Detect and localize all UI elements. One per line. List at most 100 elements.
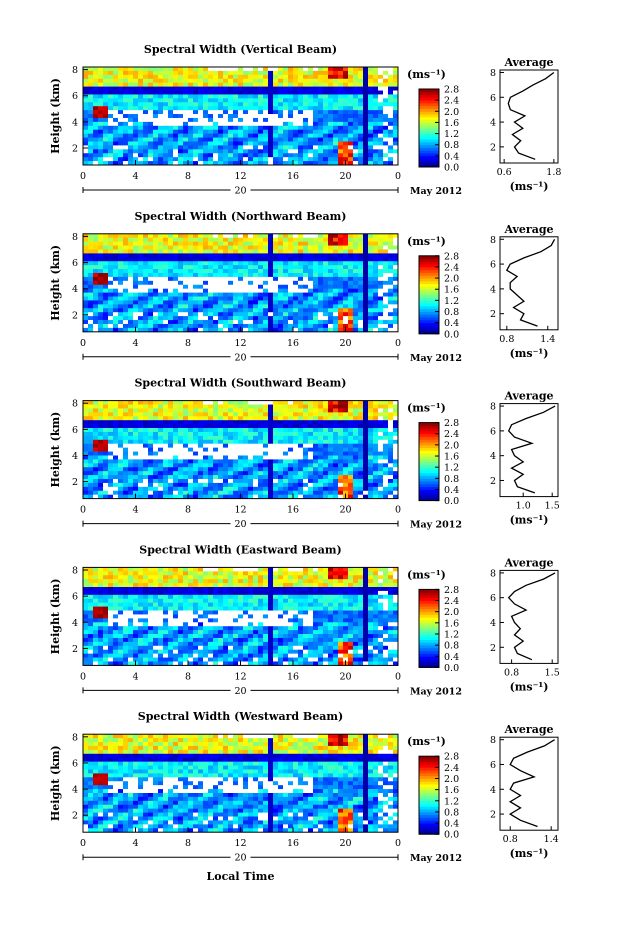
heatmap-cell — [98, 276, 104, 282]
heatmap-cell — [338, 67, 344, 72]
heatmap-cell — [168, 125, 174, 131]
heatmap-cell — [323, 471, 329, 476]
colorbar-segment — [419, 102, 439, 107]
heatmap-cell — [243, 237, 249, 242]
heatmap-cell — [218, 320, 224, 325]
heatmap-cell — [298, 284, 304, 290]
heatmap-cell — [168, 241, 174, 246]
heatmap-cell — [163, 400, 169, 405]
heatmap-cell — [258, 404, 264, 409]
heatmap-cell — [203, 316, 209, 321]
heatmap-cell — [83, 74, 89, 80]
heatmap-cell — [258, 149, 264, 154]
heatmap-cell — [253, 149, 259, 154]
heatmap-cell — [263, 416, 269, 421]
heatmap-cell — [143, 145, 149, 150]
heatmap-cell — [223, 237, 229, 242]
heatmap-cell — [173, 102, 179, 107]
heatmap-cell — [278, 439, 284, 445]
heatmap-cell — [228, 400, 234, 405]
heatmap-cell — [368, 292, 374, 297]
heatmap-cell — [153, 82, 159, 87]
heatmap-cell — [213, 304, 219, 309]
heatmap-cell — [253, 133, 259, 138]
heatmap-cell — [168, 253, 174, 258]
heatmap-cell — [298, 114, 304, 119]
heatmap-cell — [123, 276, 129, 282]
heatmap-cell — [328, 280, 334, 286]
heatmap-cell — [368, 269, 374, 274]
heatmap-cell — [228, 269, 234, 274]
heatmap-cell — [348, 490, 354, 496]
heatmap-cell — [348, 265, 354, 270]
heatmap-cell — [178, 149, 184, 154]
heatmap-cell — [378, 233, 384, 239]
heatmap-cell — [93, 486, 99, 492]
heatmap-cell — [328, 78, 334, 84]
heatmap-cell — [93, 435, 99, 441]
heatmap-cell — [123, 117, 129, 123]
heatmap-cell — [248, 424, 254, 429]
heatmap-cell — [358, 74, 364, 80]
heatmap-cell — [208, 490, 214, 496]
heatmap-cell — [203, 292, 209, 297]
heatmap-cell — [203, 153, 209, 158]
heatmap-cell — [178, 463, 184, 468]
heatmap-cell — [153, 67, 159, 72]
heatmap-cell — [283, 98, 289, 103]
heatmap-cell — [158, 327, 164, 333]
heatmap-cell — [143, 304, 149, 309]
heatmap-cell — [98, 253, 104, 258]
date-label: May 2012 — [410, 520, 462, 531]
heatmap-cell — [178, 82, 184, 87]
heatmap-cell — [113, 137, 119, 142]
heatmap-cell — [378, 459, 384, 464]
heatmap-cell — [168, 133, 174, 138]
heatmap-cell — [253, 451, 259, 456]
heatmap-cell — [173, 125, 179, 131]
heatmap-cell — [268, 133, 274, 138]
heatmap-cell — [238, 82, 244, 87]
heatmap-cell — [83, 420, 89, 425]
heatmap-cell — [378, 261, 384, 266]
heatmap-cell — [238, 257, 244, 262]
heatmap-cell — [368, 161, 374, 166]
heatmap-cell — [288, 137, 294, 142]
heatmap-cell — [138, 323, 144, 329]
heatmap-cell — [88, 420, 94, 425]
heatmap-cell — [373, 447, 379, 452]
heatmap-cell — [118, 479, 124, 484]
heatmap-cell — [173, 98, 179, 103]
heatmap-cell — [133, 320, 139, 325]
heatmap-cell — [233, 494, 239, 499]
heatmap-cell — [93, 320, 99, 325]
heatmap-cell — [273, 86, 279, 91]
heatmap-cell — [278, 431, 284, 437]
heatmap-cell — [238, 320, 244, 325]
heatmap-cell — [238, 90, 244, 95]
heatmap-cell — [358, 98, 364, 103]
heatmap-cell — [253, 70, 259, 76]
heatmap-cell — [378, 447, 384, 452]
heatmap-cell — [268, 463, 274, 468]
heatmap-cell — [248, 300, 254, 305]
heatmap-cell — [118, 153, 124, 158]
heatmap-cell — [93, 296, 99, 301]
heatmap-cell — [373, 284, 379, 290]
heatmap-cell — [333, 304, 339, 309]
heatmap-cell — [323, 157, 329, 162]
heatmap-cell — [328, 102, 334, 107]
heatmap-cell — [343, 117, 349, 123]
heatmap-cell — [118, 320, 124, 325]
heatmap-cell — [228, 86, 234, 91]
heatmap-cell — [88, 416, 94, 421]
heatmap-cell — [223, 404, 229, 409]
heatmap-cell — [328, 241, 334, 246]
heatmap-cell — [353, 94, 359, 99]
heatmap-cell — [243, 308, 249, 313]
heatmap-cell — [358, 265, 364, 270]
heatmap-cell — [123, 257, 129, 262]
heatmap-cell — [363, 451, 369, 456]
heatmap-cell — [213, 280, 219, 286]
heatmap-cell — [203, 67, 209, 72]
